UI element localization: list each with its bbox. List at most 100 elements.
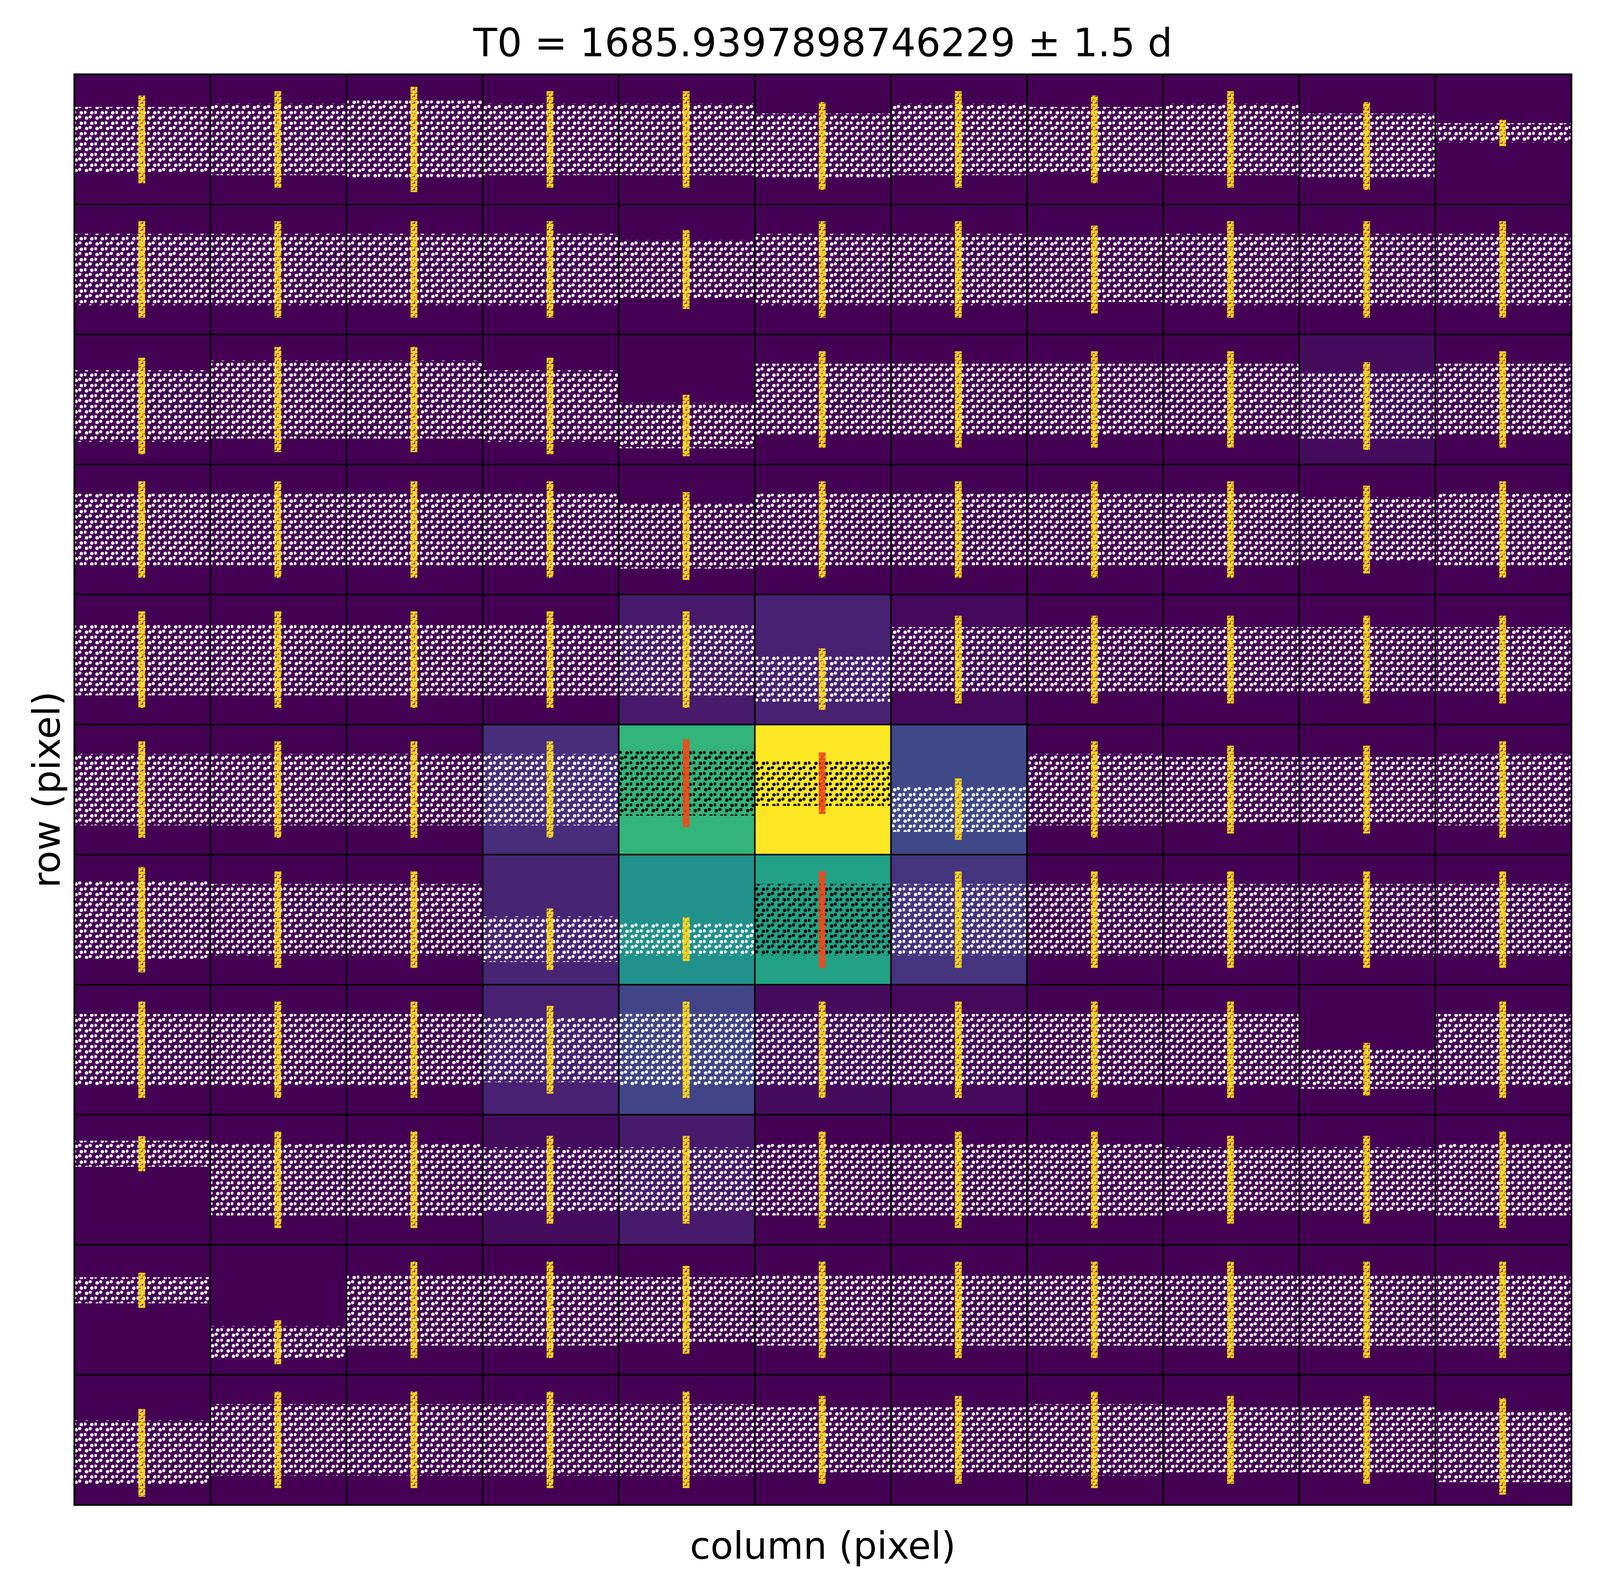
transit-points — [1226, 1396, 1234, 1485]
pixel-flux — [346, 854, 483, 986]
pixel — [346, 204, 483, 335]
transit-points — [955, 351, 962, 448]
pixel — [1435, 334, 1572, 465]
pixel-border — [754, 74, 891, 205]
pixel-border — [891, 724, 1028, 855]
transit-points — [274, 611, 281, 708]
pixel-border — [1027, 204, 1164, 335]
pixel-flux — [482, 984, 619, 1115]
pixel — [1435, 854, 1572, 986]
pixel-border — [1163, 204, 1299, 335]
transit-points — [138, 867, 146, 973]
transit-points — [274, 346, 281, 453]
pixel-flux — [618, 594, 755, 726]
transit-points — [682, 1266, 690, 1354]
pixel-border — [1435, 1374, 1572, 1506]
transit-points — [1499, 221, 1507, 318]
transit-points — [1226, 481, 1234, 578]
pixel — [1435, 204, 1572, 335]
pixel — [754, 1374, 891, 1506]
pixel-border — [891, 74, 1028, 205]
pixel — [74, 1374, 211, 1506]
pixel-border — [754, 724, 891, 855]
pixel-border — [74, 724, 211, 855]
pixel-border — [1298, 984, 1435, 1115]
pixel-border — [482, 1245, 619, 1376]
pixel-flux — [210, 724, 347, 855]
pixel-flux — [1435, 854, 1572, 986]
pixel — [1163, 854, 1299, 986]
pixel-flux — [1298, 724, 1435, 855]
pixel-border — [346, 204, 483, 335]
pixel-flux — [346, 1114, 483, 1246]
pixel-border — [1163, 1114, 1299, 1246]
pixel-flux — [74, 854, 211, 986]
pixel — [1027, 204, 1164, 335]
y-label: row (pixel) — [25, 691, 69, 888]
pixel — [754, 854, 891, 986]
pixel — [346, 854, 483, 986]
pixel-flux — [891, 334, 1028, 465]
transit-points — [138, 481, 146, 578]
pixel-border — [1027, 464, 1164, 595]
transit-points — [1499, 351, 1507, 448]
transit-points — [1363, 1396, 1371, 1485]
pixel-border — [74, 594, 211, 726]
pixel-border — [1435, 724, 1572, 855]
pixel-border — [891, 984, 1028, 1115]
transit-points — [274, 1320, 281, 1365]
transit-points — [138, 1272, 146, 1309]
pixel — [1298, 1245, 1435, 1376]
pixel-flux — [891, 984, 1028, 1115]
pixel-border — [1298, 854, 1435, 986]
transit-points — [1499, 741, 1507, 838]
pixel-flux — [74, 594, 211, 726]
pixel-border — [891, 594, 1028, 726]
pixel — [891, 1245, 1028, 1376]
transit-points — [1363, 1042, 1371, 1096]
pixel-flux — [754, 1374, 891, 1506]
pixel — [1298, 724, 1435, 855]
pixel-flux — [74, 984, 211, 1115]
pixel-flux — [1027, 334, 1164, 465]
pixel-flux — [210, 594, 347, 726]
pixel-border — [482, 854, 619, 986]
pixel — [210, 854, 347, 986]
pixel — [891, 334, 1028, 465]
pixel — [1027, 1114, 1164, 1246]
pixel — [346, 334, 483, 465]
transit-points — [818, 1131, 826, 1228]
pixel-border — [618, 1114, 755, 1246]
pixel-flux — [74, 204, 211, 335]
pixel-border — [1163, 854, 1299, 986]
pixel — [482, 1114, 619, 1246]
pixel — [891, 1114, 1028, 1246]
pixel-flux — [346, 1374, 483, 1506]
pixel-flux — [482, 464, 619, 595]
pixel — [1298, 204, 1435, 335]
transit-points — [1499, 1398, 1507, 1495]
transit-points — [1499, 871, 1507, 968]
pixel — [346, 1114, 483, 1246]
pixel-border — [1298, 1114, 1435, 1246]
transit-points — [410, 221, 418, 318]
pixel-flux — [1027, 1114, 1164, 1246]
pixel-flux — [74, 334, 211, 465]
pixel-border — [1027, 594, 1164, 726]
pixel-flux — [74, 74, 211, 205]
pixel-flux — [1298, 1374, 1435, 1506]
transit-points — [410, 481, 418, 578]
pixel-flux — [618, 1114, 755, 1246]
pixel-flux — [346, 594, 483, 726]
pixel-flux — [1298, 464, 1435, 595]
transit-points — [138, 357, 146, 455]
pixel-flux — [618, 334, 755, 465]
pixel — [1163, 74, 1299, 205]
pixel-border — [618, 74, 755, 205]
pixel-border — [210, 204, 347, 335]
pixel-border — [1298, 1374, 1435, 1506]
pixel-border — [346, 984, 483, 1115]
transit-points — [410, 1391, 418, 1488]
pixel — [482, 594, 619, 726]
transit-points — [138, 221, 146, 318]
